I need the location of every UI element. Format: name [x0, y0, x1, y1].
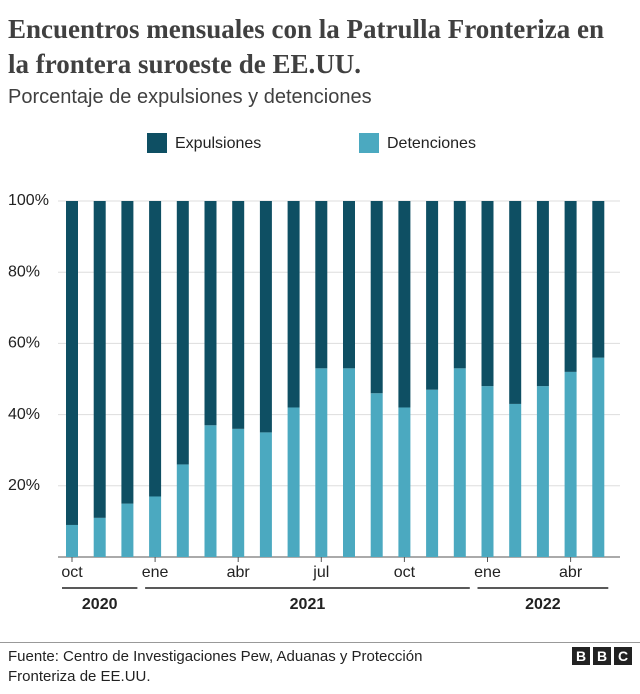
bar-segment — [398, 407, 411, 557]
bar-segment — [149, 201, 162, 497]
bar-segment — [121, 201, 134, 504]
bar-segment — [121, 503, 134, 557]
bar-segment — [343, 201, 355, 369]
bar-segment — [315, 201, 328, 369]
bar-segment — [93, 201, 106, 518]
source: Fuente: Centro de Investigaciones Pew, A… — [8, 648, 423, 685]
bar-segment — [509, 403, 522, 557]
x-tick-label: jul — [312, 564, 329, 581]
bar-segment — [149, 496, 162, 557]
bar-segment — [564, 371, 577, 557]
y-tick-label: 100% — [8, 192, 49, 209]
bar-segment — [259, 201, 272, 433]
bar-segment — [592, 357, 605, 557]
bar-segment — [66, 524, 78, 557]
bar-segment — [315, 368, 328, 557]
legend-swatch — [147, 133, 167, 153]
y-tick-label: 60% — [8, 335, 40, 352]
bar-segment — [453, 368, 466, 557]
bar-segment — [564, 201, 577, 372]
bar-segment — [426, 389, 439, 557]
bar-segment — [66, 201, 78, 525]
legend-label: Detenciones — [387, 135, 476, 152]
logo-letter: B — [593, 647, 611, 665]
bar-segment — [93, 517, 106, 557]
x-tick-label: abr — [227, 564, 251, 581]
logo: B B C — [572, 647, 632, 665]
bar-segment — [259, 432, 272, 557]
bar-segment — [398, 201, 411, 408]
year-label: 2020 — [82, 596, 118, 613]
bar-segment — [481, 201, 494, 387]
x-tick-label: abr — [559, 564, 583, 581]
bar-segment — [204, 425, 217, 557]
year-label: 2022 — [525, 596, 561, 613]
y-tick-label: 40% — [8, 406, 40, 423]
x-tick-label: oct — [61, 564, 83, 581]
legend-swatch — [359, 133, 379, 153]
logo-letter: C — [614, 647, 632, 665]
chart: Expulsiones Detenciones 20% 40% 60% 80% 100% oc… — [8, 133, 620, 613]
bar-segment — [176, 201, 189, 465]
subtitle: Porcentaje de expulsiones y detenciones — [8, 86, 372, 108]
x-tick-label: oct — [394, 564, 416, 581]
title: Encuentros mensuales con la Patrulla Fro… — [8, 14, 604, 79]
bar-segment — [343, 368, 355, 557]
legend-label: Expulsiones — [175, 135, 261, 152]
y-tick-label: 20% — [8, 477, 40, 494]
bar-segment — [536, 386, 549, 557]
bar-segment — [592, 201, 605, 358]
x-tick-label: ene — [474, 564, 501, 581]
bar-segment — [536, 201, 549, 387]
bar-segment — [232, 428, 245, 557]
logo-letter: B — [572, 647, 590, 665]
bar-segment — [232, 201, 245, 429]
bar-segment — [176, 464, 189, 557]
bar-segment — [370, 393, 383, 557]
bar-segment — [426, 201, 439, 390]
bar-segment — [481, 386, 494, 557]
bar-segment — [287, 201, 300, 408]
x-tick-label: ene — [142, 564, 169, 581]
bar-segment — [370, 201, 383, 394]
year-label: 2021 — [290, 596, 326, 613]
bar-segment — [453, 201, 466, 369]
bar-segment — [204, 201, 217, 426]
bar-segment — [509, 201, 522, 404]
footer-rule — [0, 642, 640, 643]
bar-segment — [287, 407, 300, 557]
y-tick-label: 80% — [8, 263, 40, 280]
